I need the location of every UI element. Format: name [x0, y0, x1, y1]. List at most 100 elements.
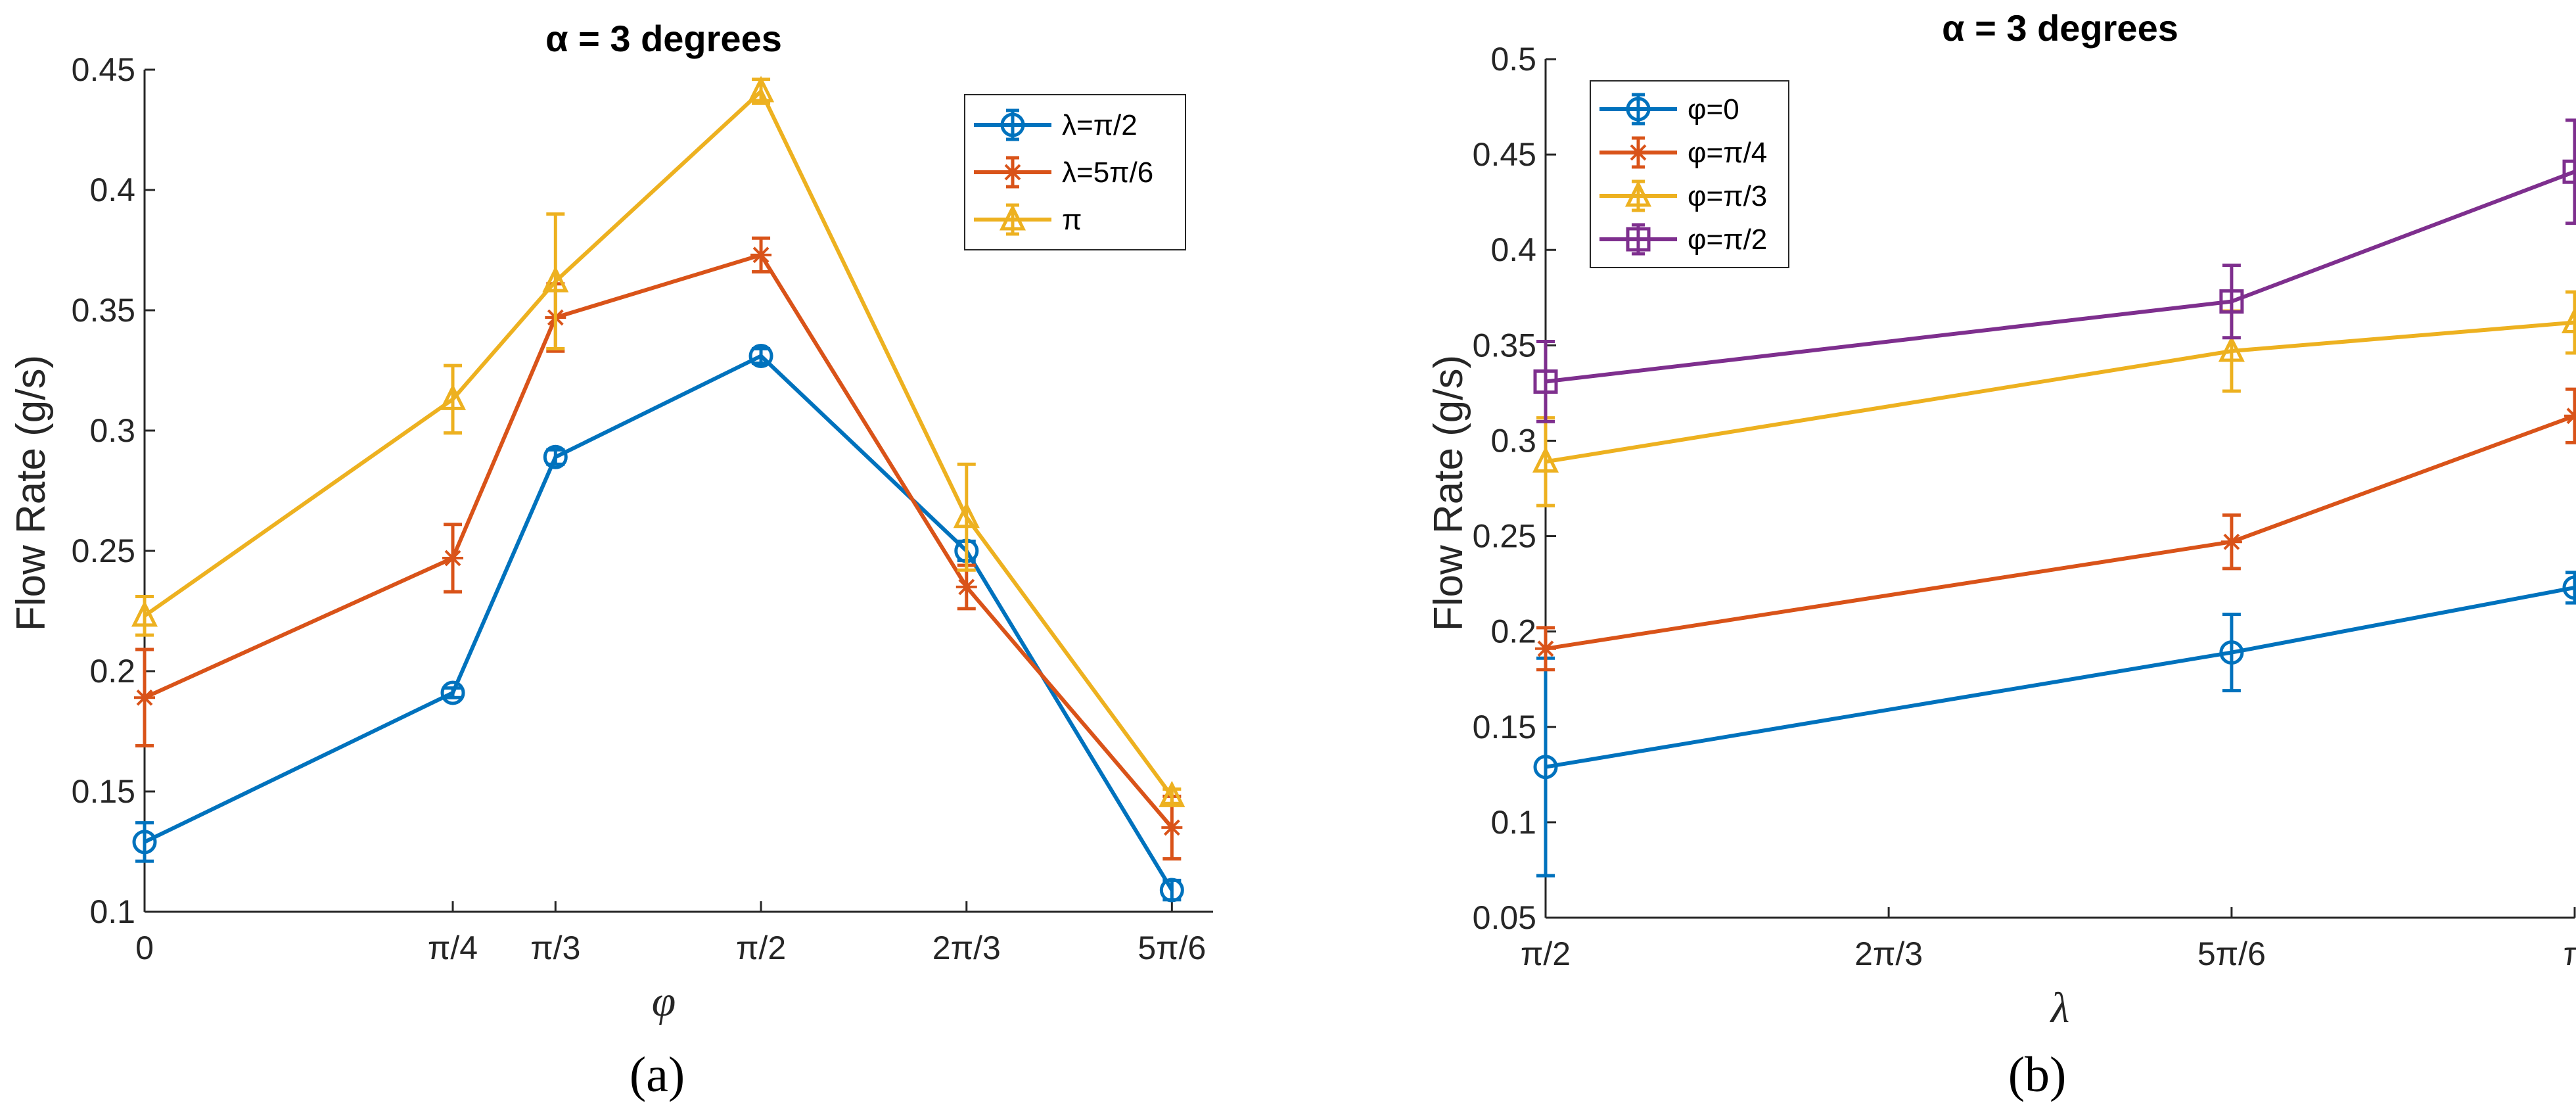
x-tick-label: 0	[135, 930, 154, 966]
error-bar	[444, 686, 463, 699]
data-point	[440, 680, 465, 705]
chart-a-ylabel: Flow Rate (g/s)	[9, 355, 54, 631]
legend-marker	[1000, 112, 1025, 137]
legend-marker	[1626, 97, 1651, 122]
error-bar	[135, 821, 154, 863]
legend-label: φ=π/2	[1688, 224, 1767, 256]
y-tick-label: 0.05	[1473, 899, 1536, 936]
chart-b-title: α = 3 degrees	[1942, 7, 2178, 49]
data-point	[953, 502, 980, 529]
y-tick-label: 0.15	[1473, 709, 1536, 745]
data-point	[1159, 780, 1185, 807]
data-point	[748, 344, 773, 369]
series-φ=π/3	[1532, 290, 2576, 507]
data-point	[750, 244, 772, 266]
y-tick-label: 0.45	[1473, 136, 1536, 173]
data-point	[131, 600, 158, 627]
y-tick-label: 0.5	[1490, 41, 1536, 78]
legend-label: λ=π/2	[1062, 109, 1138, 141]
series-φ=0	[1533, 571, 2576, 878]
chart-a-xlabel: φ	[652, 977, 676, 1025]
y-tick-label: 0.1	[89, 893, 135, 930]
series-line	[143, 252, 1174, 829]
series-line	[1545, 320, 2575, 464]
error-bar	[2565, 290, 2576, 355]
y-tick-label: 0.1	[1490, 804, 1536, 841]
series-line	[143, 353, 1174, 891]
chart-b-ylabel: Flow Rate (g/s)	[1426, 355, 1471, 631]
data-point	[543, 444, 568, 469]
y-tick-label: 0.4	[1490, 231, 1536, 268]
data-point	[2561, 306, 2576, 334]
legend-label: φ=π/4	[1688, 137, 1767, 169]
data-point	[1535, 638, 1556, 659]
series-φ=π/2	[1533, 118, 2576, 423]
series-λ=π/2	[132, 344, 1184, 903]
x-tick-label: 2π/3	[1854, 935, 1923, 972]
legend-label: π	[1062, 204, 1082, 236]
data-point	[2562, 159, 2576, 184]
legend-label: φ=π/3	[1688, 180, 1767, 212]
x-tick-label: 5π/6	[2197, 935, 2266, 972]
legend-box	[1590, 80, 1789, 268]
legend-marker	[1628, 142, 1649, 163]
chart-b-xlabel: λ	[2050, 984, 2070, 1032]
data-point	[747, 76, 775, 103]
error-bar	[444, 364, 463, 435]
chart-b: α = 3 degrees Flow Rate (g/s) λ (b) 0.05…	[1426, 7, 2576, 1102]
data-point	[1532, 446, 1559, 473]
y-tick-label: 0.15	[72, 773, 135, 810]
data-point	[2564, 405, 2576, 427]
data-point	[2220, 531, 2242, 553]
chart-b-legend: φ=0 φ=π/4 φ=π/3 φ=π/2	[1590, 80, 1789, 268]
data-point	[2562, 575, 2576, 600]
data-point	[2219, 640, 2244, 665]
data-point	[542, 266, 569, 293]
y-tick-label: 0.25	[1473, 518, 1536, 555]
data-point	[132, 830, 157, 855]
series-φ=π/4	[1535, 387, 2576, 672]
data-point	[2219, 289, 2244, 314]
legend-marker	[999, 204, 1026, 231]
series-π	[131, 76, 1185, 807]
y-tick-label: 0.2	[89, 653, 135, 690]
legend-marker	[1002, 162, 1023, 183]
chart-a-title: α = 3 degrees	[545, 18, 782, 59]
data-point	[134, 687, 155, 709]
error-bar	[2565, 118, 2576, 225]
data-point	[1161, 816, 1183, 838]
error-bar	[957, 462, 976, 572]
data-point	[2218, 335, 2245, 362]
y-tick-label: 0.35	[72, 292, 135, 329]
x-tick-label: π/4	[428, 930, 478, 966]
data-point	[1533, 755, 1558, 780]
chart-a-legend: λ=π/2 λ=5π/6 π	[964, 94, 1186, 250]
y-tick-label: 0.2	[1490, 613, 1536, 650]
error-bar	[1536, 340, 1555, 423]
x-tick-label: π/3	[530, 930, 580, 966]
legend-marker	[1626, 227, 1651, 252]
data-point	[955, 576, 977, 598]
series-line	[1545, 413, 2576, 651]
legend-marker	[1624, 180, 1652, 207]
error-bar	[2222, 263, 2241, 340]
data-point	[1159, 878, 1184, 903]
y-tick-label: 0.35	[1473, 327, 1536, 364]
y-tick-label: 0.3	[89, 412, 135, 449]
x-tick-label: π	[2564, 935, 2576, 972]
series-line	[143, 87, 1174, 798]
chart-a-panel-label: (a)	[630, 1047, 685, 1102]
x-tick-label: 5π/6	[1138, 930, 1206, 966]
series-λ=5π/6	[134, 236, 1183, 860]
x-tick-label: π/2	[1521, 935, 1571, 972]
y-tick-label: 0.45	[72, 51, 135, 88]
data-point	[1533, 369, 1558, 394]
error-bar	[546, 212, 565, 351]
y-tick-label: 0.3	[1490, 422, 1536, 459]
error-bar	[1162, 787, 1182, 805]
chart-b-panel-label: (b)	[2008, 1047, 2067, 1102]
data-point	[439, 383, 467, 410]
legend-label: φ=0	[1688, 93, 1739, 126]
error-bar	[2222, 613, 2241, 693]
